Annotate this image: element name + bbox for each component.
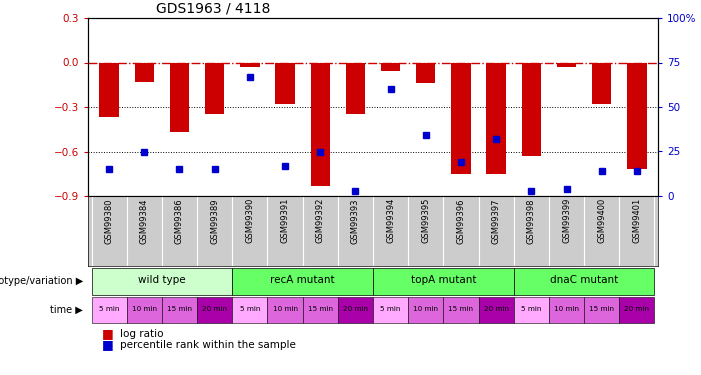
Text: 5 min: 5 min — [240, 306, 260, 312]
Bar — [162, 297, 197, 322]
Bar — [557, 63, 576, 67]
Bar — [275, 63, 294, 104]
Text: GSM99399: GSM99399 — [562, 198, 571, 243]
Bar — [205, 63, 224, 114]
Bar — [127, 297, 162, 322]
Bar — [451, 63, 470, 174]
Text: 20 min: 20 min — [484, 306, 509, 312]
Text: GSM99401: GSM99401 — [632, 198, 641, 243]
Text: ■: ■ — [102, 327, 114, 340]
Text: log ratio: log ratio — [120, 329, 163, 339]
Text: GSM99396: GSM99396 — [456, 198, 465, 244]
Text: 20 min: 20 min — [343, 306, 368, 312]
Text: 20 min: 20 min — [202, 306, 227, 312]
Text: GDS1963 / 4118: GDS1963 / 4118 — [156, 2, 271, 15]
Text: time ▶: time ▶ — [50, 305, 83, 315]
Bar — [514, 297, 549, 322]
Text: topA mutant: topA mutant — [411, 275, 476, 285]
Bar — [346, 63, 365, 114]
Text: 20 min: 20 min — [625, 306, 649, 312]
Bar — [232, 267, 373, 294]
Text: recA mutant: recA mutant — [271, 275, 335, 285]
Bar — [373, 297, 408, 322]
Bar — [338, 297, 373, 322]
Text: GSM99390: GSM99390 — [245, 198, 254, 243]
Text: 5 min: 5 min — [381, 306, 401, 312]
Text: GSM99392: GSM99392 — [315, 198, 325, 243]
Bar — [373, 267, 514, 294]
Bar — [479, 297, 514, 322]
Bar — [522, 63, 541, 156]
Bar — [135, 63, 154, 82]
Text: wild type: wild type — [138, 275, 186, 285]
Bar — [416, 63, 435, 83]
Text: GSM99380: GSM99380 — [104, 198, 114, 244]
Bar — [170, 63, 189, 132]
Bar — [549, 297, 584, 322]
Bar — [92, 267, 232, 294]
Bar — [92, 297, 127, 322]
Bar — [240, 63, 259, 67]
Text: ■: ■ — [102, 339, 114, 351]
Bar — [584, 297, 619, 322]
Text: GSM99398: GSM99398 — [527, 198, 536, 244]
Bar — [514, 267, 655, 294]
Text: GSM99397: GSM99397 — [491, 198, 501, 244]
Text: 10 min: 10 min — [132, 306, 157, 312]
Text: GSM99389: GSM99389 — [210, 198, 219, 244]
Text: 5 min: 5 min — [99, 306, 119, 312]
Bar — [232, 297, 268, 322]
Text: GSM99386: GSM99386 — [175, 198, 184, 244]
Text: 15 min: 15 min — [308, 306, 333, 312]
Text: GSM99395: GSM99395 — [421, 198, 430, 243]
Text: 10 min: 10 min — [273, 306, 297, 312]
Bar — [486, 63, 506, 174]
Text: genotype/variation ▶: genotype/variation ▶ — [0, 276, 83, 286]
Bar — [443, 297, 479, 322]
Text: GSM99393: GSM99393 — [351, 198, 360, 244]
Bar — [381, 63, 400, 71]
Bar — [303, 297, 338, 322]
Text: GSM99400: GSM99400 — [597, 198, 606, 243]
Text: 5 min: 5 min — [521, 306, 541, 312]
Bar — [268, 297, 303, 322]
Bar — [627, 63, 646, 169]
Text: 15 min: 15 min — [449, 306, 473, 312]
Text: percentile rank within the sample: percentile rank within the sample — [120, 340, 295, 350]
Bar — [311, 63, 330, 186]
Text: GSM99394: GSM99394 — [386, 198, 395, 243]
Text: 15 min: 15 min — [167, 306, 192, 312]
Text: GSM99384: GSM99384 — [139, 198, 149, 244]
Text: GSM99391: GSM99391 — [280, 198, 290, 243]
Text: 10 min: 10 min — [554, 306, 579, 312]
Bar — [408, 297, 443, 322]
Bar — [197, 297, 232, 322]
Bar — [619, 297, 655, 322]
Text: 15 min: 15 min — [590, 306, 614, 312]
Text: dnaC mutant: dnaC mutant — [550, 275, 618, 285]
Text: 10 min: 10 min — [414, 306, 438, 312]
Bar — [592, 63, 611, 104]
Bar — [100, 63, 118, 117]
